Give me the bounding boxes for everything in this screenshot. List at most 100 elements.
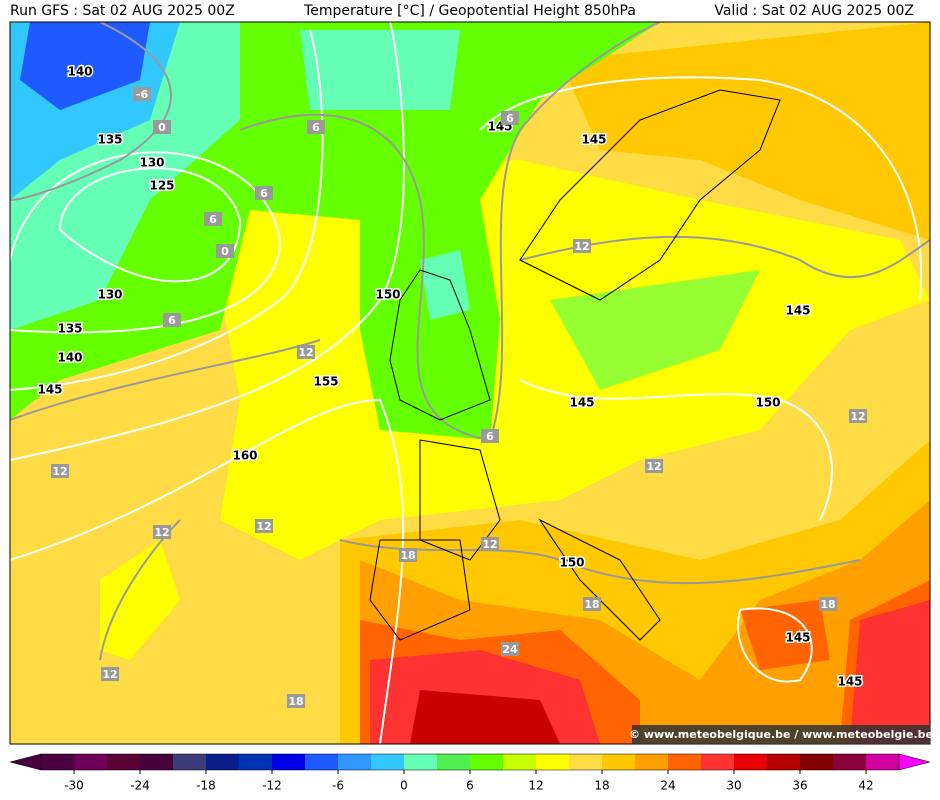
temperature-label-text: 6 xyxy=(209,213,217,226)
temperature-label-text: 6 xyxy=(312,121,320,134)
temperature-label: 18 xyxy=(819,597,837,611)
valid-label: Valid : Sat 02 AUG 2025 00Z xyxy=(714,3,914,19)
temperature-label-text: 0 xyxy=(221,245,229,258)
colorbar-tick-label: 6 xyxy=(466,779,474,793)
temperature-label-text: 18 xyxy=(584,598,599,611)
temperature-label-bg xyxy=(216,244,234,258)
colorbar-swatch xyxy=(437,754,471,770)
temperature-label-text: 6 xyxy=(486,430,494,443)
temperature-label-bg xyxy=(501,111,519,125)
colorbar-swatch xyxy=(239,754,273,770)
temperature-label-text: 6 xyxy=(506,112,514,125)
colorbar-swatch xyxy=(767,754,801,770)
colorbar-swatch xyxy=(800,754,834,770)
colorbar-tick-label: 24 xyxy=(660,779,675,793)
temperature-label: 6 xyxy=(204,212,222,226)
colorbar-swatch xyxy=(602,754,636,770)
temperature-label: 6 xyxy=(307,120,325,134)
temperature-label-bg xyxy=(133,87,151,101)
temperature-label-text: 6 xyxy=(260,187,268,200)
temperature-label: 6 xyxy=(255,186,273,200)
temperature-label: 12 xyxy=(645,459,663,473)
colorbar-swatch xyxy=(173,754,207,770)
height-label: 150 xyxy=(755,396,780,410)
height-label: 125 xyxy=(149,179,174,193)
run-label: Run GFS : Sat 02 AUG 2025 00Z xyxy=(10,3,235,19)
temperature-label-text: 12 xyxy=(256,520,271,533)
colorbar-swatch xyxy=(734,754,768,770)
colorbar: -30 -24 -18 -12 -6 0 6 12 18 24 30 36 42 xyxy=(9,753,931,793)
watermark: © www.meteobelgique.be / www.meteobelgie… xyxy=(629,728,933,741)
temperature-label-bg xyxy=(819,597,837,611)
temperature-label-text: 0 xyxy=(158,121,166,134)
colorbar-swatch xyxy=(701,754,735,770)
temperature-label-text: 12 xyxy=(102,668,117,681)
map: © www.meteobelgique.be / www.meteobelgie… xyxy=(9,21,933,745)
temperature-field xyxy=(10,22,930,744)
height-label: 130 xyxy=(97,288,122,302)
temperature-label-text: 12 xyxy=(646,460,661,473)
temperature-label-bg xyxy=(51,464,69,478)
colorbar-tick-label: 42 xyxy=(858,779,873,793)
temperature-label: 12 xyxy=(481,537,499,551)
colorbar-tick-label: 0 xyxy=(400,779,408,793)
height-label: 145 xyxy=(37,383,62,397)
height-label: 150 xyxy=(559,556,584,570)
colorbar-swatch xyxy=(140,754,174,770)
temperature-label: 18 xyxy=(287,694,305,708)
colorbar-swatch xyxy=(107,754,141,770)
temperature-label: 18 xyxy=(399,548,417,562)
temperature-label-text: 12 xyxy=(154,526,169,539)
colorbar-tick-label: -24 xyxy=(130,779,150,793)
temperature-label-bg xyxy=(163,313,181,327)
temperature-label-bg xyxy=(645,459,663,473)
title: Temperature [°C] / Geopotential Height 8… xyxy=(303,3,636,19)
height-label: 155 xyxy=(313,375,338,389)
temperature-label-text: 12 xyxy=(850,410,865,423)
colorbar-swatch xyxy=(338,754,372,770)
height-label: 145 xyxy=(581,133,606,147)
temperature-label-text: 12 xyxy=(298,346,313,359)
temperature-label-text: 12 xyxy=(574,240,589,253)
temperature-label-bg xyxy=(501,642,519,656)
colorbar-tick-label: -6 xyxy=(332,779,344,793)
colorbar-swatch xyxy=(635,754,669,770)
height-label: 135 xyxy=(97,133,122,147)
temperature-label-bg xyxy=(255,519,273,533)
temperature-label: 12 xyxy=(297,345,315,359)
temperature-label: 6 xyxy=(163,313,181,327)
height-label: 145 xyxy=(785,304,810,318)
temperature-label: -6 xyxy=(133,87,151,101)
colorbar-tick-label: 30 xyxy=(726,779,741,793)
colorbar-swatch xyxy=(305,754,339,770)
colorbar-swatch xyxy=(866,754,900,770)
temperature-label-bg xyxy=(573,239,591,253)
temperature-label-bg xyxy=(399,548,417,562)
colorbar-swatch xyxy=(503,754,537,770)
temperature-label-bg xyxy=(204,212,222,226)
temperature-label-bg xyxy=(307,120,325,134)
temperature-label: 12 xyxy=(255,519,273,533)
temperature-label-bg xyxy=(583,597,601,611)
colorbar-tick-label: 36 xyxy=(792,779,807,793)
height-label: 140 xyxy=(67,65,92,79)
height-label: 135 xyxy=(57,322,82,336)
temperature-label-bg xyxy=(287,694,305,708)
temperature-label: 6 xyxy=(501,111,519,125)
temperature-label-text: 18 xyxy=(820,598,835,611)
temperature-label-text: 6 xyxy=(168,314,176,327)
height-label: 140 xyxy=(57,351,82,365)
temperature-label-text: 24 xyxy=(502,643,518,656)
colorbar-tick-label: -18 xyxy=(196,779,216,793)
colorbar-tick-label: -12 xyxy=(262,779,282,793)
height-label: 145 xyxy=(569,396,594,410)
height-label: 145 xyxy=(837,675,862,689)
colorbar-max-arrow xyxy=(898,753,931,771)
colorbar-tick-label: 18 xyxy=(594,779,609,793)
colorbar-tick-label: 12 xyxy=(528,779,543,793)
temperature-label-bg xyxy=(153,525,171,539)
colorbar-swatch xyxy=(833,754,867,770)
temperature-label: 18 xyxy=(583,597,601,611)
temperature-label: 0 xyxy=(216,244,234,258)
